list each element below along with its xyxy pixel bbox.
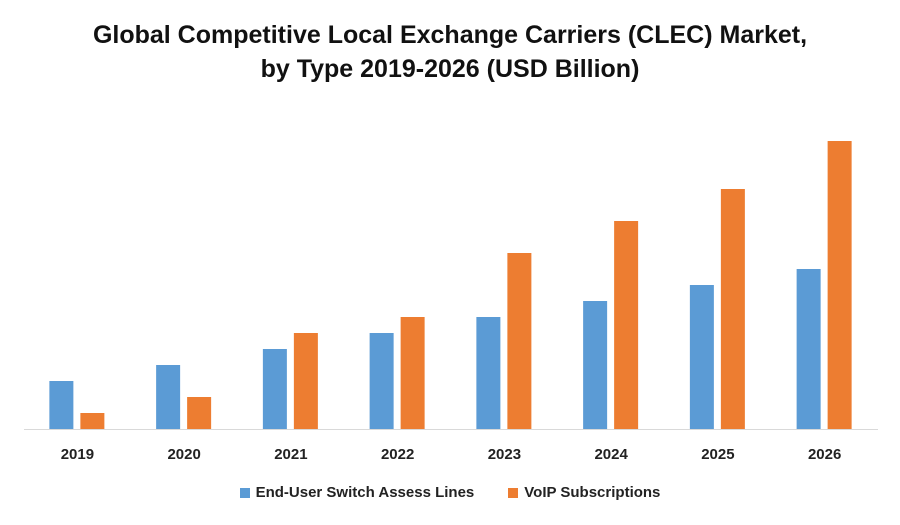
bar-2021-series-2 xyxy=(293,333,318,429)
legend-swatch-series-1 xyxy=(239,487,250,498)
bar-2026-series-1 xyxy=(796,269,821,429)
chart-legend: End-User Switch Assess Lines VoIP Subscr… xyxy=(0,484,900,501)
bar-2024-series-2 xyxy=(614,221,639,429)
bar-2022-series-2 xyxy=(400,317,425,429)
x-tick-label-2026: 2026 xyxy=(808,446,841,463)
legend-label-series-1: End-User Switch Assess Lines xyxy=(255,484,475,501)
x-tick-label-2019: 2019 xyxy=(61,446,94,463)
chart-title: Global Competitive Local Exchange Carrie… xyxy=(0,18,900,86)
x-tick-label-2021: 2021 xyxy=(274,446,307,463)
bar-2022-series-1 xyxy=(369,333,394,429)
chart-title-line-2: by Type 2019-2026 (USD Billion) xyxy=(260,55,640,83)
x-tick-label-2020: 2020 xyxy=(167,446,200,463)
legend-label-series-2: VoIP Subscriptions xyxy=(524,484,661,501)
bar-2025-series-1 xyxy=(689,285,714,429)
legend-item-series-2: VoIP Subscriptions xyxy=(508,484,660,501)
bar-2025-series-2 xyxy=(720,189,745,429)
bar-2020-series-1 xyxy=(156,365,181,429)
bar-2023-series-2 xyxy=(507,253,532,429)
bar-2019-series-2 xyxy=(80,413,105,429)
bar-2026-series-2 xyxy=(827,141,852,429)
bar-2023-series-1 xyxy=(476,317,501,429)
chart-title-line-1: Global Competitive Local Exchange Carrie… xyxy=(92,21,808,49)
legend-item-series-1: End-User Switch Assess Lines xyxy=(239,484,475,501)
x-tick-label-2022: 2022 xyxy=(381,446,414,463)
bar-2024-series-1 xyxy=(583,301,608,429)
x-tick-label-2025: 2025 xyxy=(701,446,734,463)
legend-swatch-series-2 xyxy=(508,487,519,498)
bar-2019-series-1 xyxy=(49,381,74,429)
x-tick-label-2024: 2024 xyxy=(594,446,628,463)
x-tick-label-2023: 2023 xyxy=(488,446,521,463)
bar-2021-series-1 xyxy=(262,349,287,429)
bar-2020-series-2 xyxy=(187,397,212,429)
